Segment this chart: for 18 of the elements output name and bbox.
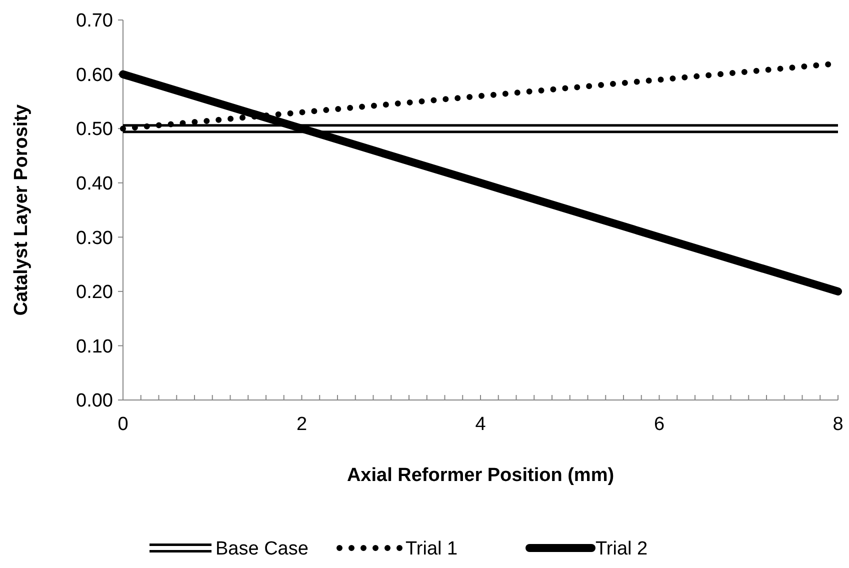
y-tick-label: 0.60 [76,64,113,86]
x-axis-title: Axial Reformer Position (mm) [346,465,614,486]
x-tick-label: 0 [118,414,128,435]
y-tick-label: 0.30 [76,228,113,249]
x-tick-label: 4 [475,414,486,435]
y-tick-label: 0.50 [76,119,113,140]
y-tick-label: 0.10 [76,336,113,358]
y-axis-title: Catalyst Layer Porosity [11,104,32,316]
x-tick-label: 8 [832,414,844,435]
y-tick-label: 0.70 [76,10,113,32]
y-tick-label: 0.00 [76,390,113,412]
legend-label: Trial 2 [596,538,648,560]
y-tick-label: 0.20 [76,282,113,304]
legend-label: Base Case [216,538,308,560]
y-tick-label: 0.40 [76,174,113,195]
legend-label: Trial 1 [406,538,458,560]
x-tick-label: 2 [296,414,308,435]
x-tick-label: 6 [654,414,665,435]
